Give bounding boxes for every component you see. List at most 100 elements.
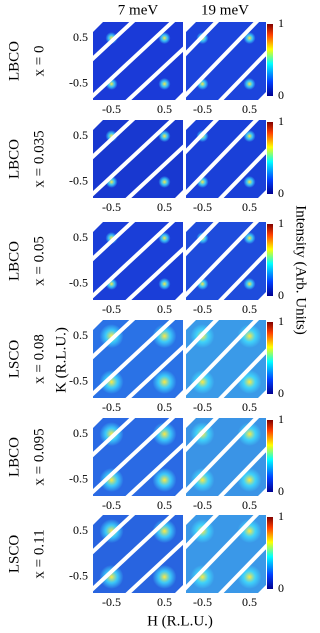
heatmap-bg (186, 120, 266, 198)
doping-label: x = 0.08 (31, 334, 47, 384)
material-label: LSCO (6, 340, 22, 379)
column-title: 7 meV (118, 2, 159, 18)
colorbar-tick-label: 1 (278, 16, 284, 30)
heatmap (93, 120, 183, 198)
peak (152, 422, 177, 447)
stripe (214, 320, 266, 398)
peak (237, 324, 262, 349)
x-tick-label: -0.5 (102, 200, 121, 214)
x-tick-label: 0.5 (242, 302, 257, 316)
peak (243, 232, 256, 245)
x-tick-label: -0.5 (193, 498, 212, 512)
x-tick-label: 0.5 (157, 102, 172, 116)
stripe (214, 22, 266, 100)
peak (237, 519, 262, 544)
y-tick-label: -0.5 (69, 174, 88, 188)
x-tick-label: -0.5 (102, 102, 121, 116)
x-tick-label: -0.5 (102, 595, 121, 609)
peak (243, 130, 256, 143)
colorbar-label: Intensity (Arb. Units) (293, 205, 309, 335)
peak (152, 519, 177, 544)
peak (158, 175, 171, 188)
colorbar-tick-label: 1 (278, 412, 284, 426)
stripe (93, 515, 183, 593)
peak (243, 277, 256, 290)
stripe (186, 120, 266, 198)
stripe (93, 22, 145, 100)
material-label: LBCO (6, 41, 22, 81)
stripe (93, 22, 183, 100)
peak (237, 422, 262, 447)
peak (99, 324, 124, 349)
material-label: LBCO (6, 437, 22, 477)
y-tick-label: -0.5 (69, 472, 88, 486)
x-tick-label: -0.5 (193, 400, 212, 414)
stripe (93, 320, 183, 398)
y-tick-label: -0.5 (69, 76, 88, 90)
material-label: LBCO (6, 139, 22, 179)
heatmap (186, 320, 266, 398)
y-tick-label: 0.5 (73, 328, 88, 342)
stripe (186, 515, 228, 593)
doping-label: x = 0.035 (31, 130, 47, 187)
stripe (186, 320, 228, 398)
stripe (121, 22, 183, 100)
peak (237, 467, 262, 492)
y-tick-label: -0.5 (69, 374, 88, 388)
peak (152, 324, 177, 349)
doping-label: x = 0.11 (31, 529, 47, 578)
doping-label: x = 0.095 (31, 428, 47, 485)
x-tick-label: 0.5 (242, 102, 257, 116)
peak (99, 467, 124, 492)
y-tick-label: 0.5 (73, 523, 88, 537)
peak (237, 369, 262, 394)
heatmap (93, 515, 183, 593)
peak (243, 175, 256, 188)
stripe (93, 515, 145, 593)
stripe (93, 120, 183, 198)
stripe (186, 418, 266, 496)
peak (99, 519, 124, 544)
stripe (93, 120, 145, 198)
peak (190, 369, 215, 394)
heatmap (93, 222, 183, 300)
doping-label: x = 0.05 (31, 236, 47, 286)
peak (158, 277, 171, 290)
stripe (93, 418, 183, 496)
heatmap (186, 222, 266, 300)
colorbar-tick-label: 0 (278, 581, 284, 595)
x-tick-label: 0.5 (157, 200, 172, 214)
peak (158, 130, 171, 143)
stripe (186, 22, 228, 100)
peak (190, 564, 215, 589)
x-tick-label: 0.5 (242, 200, 257, 214)
stripe (186, 120, 228, 198)
x-tick-label: 0.5 (242, 595, 257, 609)
heatmap (93, 418, 183, 496)
y-tick-label: 0.5 (73, 30, 88, 44)
y-tick-label: 0.5 (73, 128, 88, 142)
column-title: 19 meV (201, 2, 249, 18)
peak (237, 564, 262, 589)
y-tick-label: 0.5 (73, 426, 88, 440)
colorbar (267, 224, 273, 296)
stripe (121, 222, 183, 300)
x-tick-label: -0.5 (102, 498, 121, 512)
heatmap (186, 120, 266, 198)
heatmap-bg (186, 222, 266, 300)
heatmap-bg (186, 22, 266, 100)
colorbar-tick-label: 1 (278, 314, 284, 328)
peak (158, 232, 171, 245)
peak (190, 467, 215, 492)
stripe (214, 418, 266, 496)
x-tick-label: -0.5 (102, 302, 121, 316)
stripe (93, 418, 145, 496)
peak (243, 77, 256, 90)
stripe (186, 222, 228, 300)
colorbar-tick-label: 1 (278, 114, 284, 128)
doping-label: x = 0 (31, 46, 47, 77)
colorbar (267, 24, 273, 96)
peak (99, 422, 124, 447)
y-axis-label: K (R.L.U.) (53, 327, 69, 393)
colorbar-tick-label: 0 (278, 484, 284, 498)
